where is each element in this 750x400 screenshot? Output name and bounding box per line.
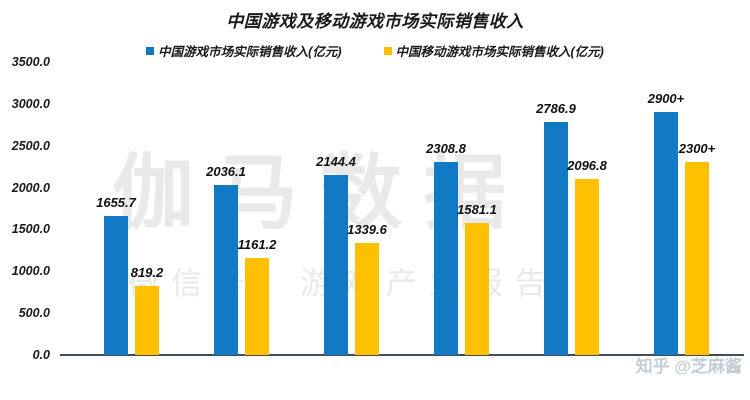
bar-mobile-game-market[interactable] bbox=[355, 242, 379, 355]
bar-value-label-mobile: 1161.2 bbox=[237, 236, 277, 252]
bar-game-market[interactable] bbox=[104, 216, 128, 355]
bar-game-market[interactable] bbox=[544, 121, 568, 355]
bar-mobile-game-market[interactable] bbox=[465, 222, 489, 355]
bar-value-label-game: 2786.9 bbox=[536, 100, 576, 116]
legend-swatch-blue bbox=[146, 46, 155, 55]
bar-value-label-mobile: 819.2 bbox=[130, 265, 164, 281]
bar-mobile-game-market[interactable] bbox=[575, 179, 599, 355]
plot-area: 3500.0 3000.0 2500.0 2000.0 1500.0 1000.0 500.… bbox=[12, 55, 742, 362]
y-axis-tick-label: 3000.0 bbox=[11, 96, 50, 111]
bar-value-label-mobile: 2096.8 bbox=[567, 158, 607, 174]
y-axis-tick-label: 2000.0 bbox=[11, 180, 50, 195]
bar-group: 2308.8 1581.1 bbox=[426, 62, 497, 355]
bar-mobile-game-market[interactable] bbox=[685, 162, 709, 355]
bar-group: 1655.7 819.2 bbox=[96, 62, 163, 355]
bar-game-market[interactable] bbox=[654, 112, 678, 355]
bar-game-market[interactable] bbox=[324, 175, 348, 355]
legend-label-game-market: 中国游戏市场实际销售收入(亿元) bbox=[158, 45, 342, 59]
bar-value-label-game: 2900+ bbox=[647, 91, 685, 107]
chart-title: 中国游戏及移动游戏市场实际销售收入 bbox=[226, 12, 524, 31]
bar-value-label-mobile: 2300+ bbox=[678, 141, 716, 157]
y-axis-tick-label: 0.0 bbox=[32, 348, 50, 362]
bar-mobile-game-market[interactable] bbox=[135, 286, 159, 355]
watermark-corner: 知乎 @芝麻酱 bbox=[635, 357, 742, 376]
bar-value-label-game: 2308.8 bbox=[426, 140, 466, 156]
legend-label-mobile-game-market: 中国移动游戏市场实际销售收入(亿元) bbox=[395, 45, 604, 59]
bar-game-market[interactable] bbox=[434, 161, 458, 355]
bar-value-label-game: 2036.1 bbox=[206, 163, 246, 179]
bar-group: 2786.9 2096.8 bbox=[536, 62, 607, 355]
bar-value-label-game: 2144.4 bbox=[316, 154, 356, 170]
bar-game-market[interactable] bbox=[214, 184, 238, 355]
bar-value-label-mobile: 1581.1 bbox=[457, 201, 497, 217]
legend-item-mobile-game-market[interactable]: 中国移动游戏市场实际销售收入(亿元) bbox=[383, 41, 604, 60]
legend-swatch-yellow bbox=[383, 46, 392, 55]
y-axis-tick-label: 500.0 bbox=[18, 306, 50, 321]
bar-value-label-game: 1655.7 bbox=[96, 195, 136, 211]
bar-group: 2144.4 1339.6 bbox=[316, 62, 387, 355]
bar-value-label-mobile: 1339.6 bbox=[347, 221, 387, 237]
bar-mobile-game-market[interactable] bbox=[245, 257, 269, 355]
x-axis-line bbox=[60, 354, 744, 356]
chart-legend: 中国游戏市场实际销售收入(亿元) 中国移动游戏市场实际销售收入(亿元) bbox=[0, 41, 750, 60]
y-axis-tick-label: 1000.0 bbox=[11, 264, 50, 279]
y-axis-tick-label: 1500.0 bbox=[11, 222, 50, 237]
bar-group: 2900+ 2300+ bbox=[648, 62, 715, 355]
legend-item-game-market[interactable]: 中国游戏市场实际销售收入(亿元) bbox=[146, 41, 342, 60]
y-axis-tick-label: 3500.0 bbox=[11, 55, 50, 69]
bar-group: 2036.1 1161.2 bbox=[206, 62, 276, 355]
y-axis-tick-label: 2500.0 bbox=[11, 138, 50, 153]
